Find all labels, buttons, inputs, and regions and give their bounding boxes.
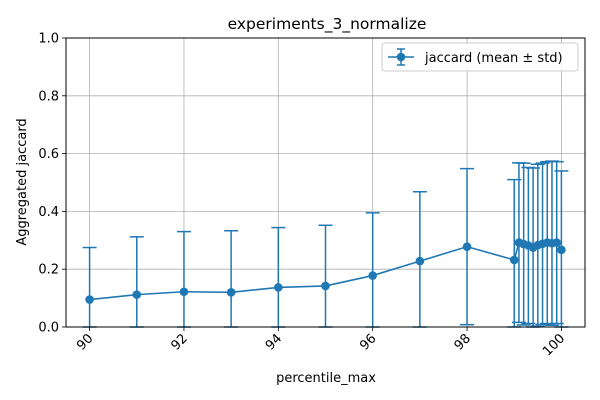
legend-label: jaccard (mean ± std) xyxy=(424,51,563,66)
y-tick-label: 0.4 xyxy=(38,205,59,220)
data-point xyxy=(226,288,236,297)
data-point xyxy=(415,256,425,266)
y-axis-label: Aggregated jaccard xyxy=(15,118,30,245)
chart-title: experiments_3_normalize xyxy=(228,15,427,34)
x-axis-label: percentile_max xyxy=(276,371,376,386)
y-tick-label: 0.6 xyxy=(38,147,59,162)
y-tick-label: 0.8 xyxy=(38,89,59,104)
data-point xyxy=(462,242,472,251)
data-point xyxy=(274,283,283,292)
y-tick-label: 0.2 xyxy=(38,263,59,278)
legend-frame xyxy=(381,42,579,72)
data-point xyxy=(321,281,330,291)
legend-point xyxy=(396,52,406,62)
data-point xyxy=(368,271,377,280)
legend: jaccard (mean ± std) xyxy=(381,42,579,72)
data-point xyxy=(179,287,189,297)
data-point xyxy=(132,290,142,299)
plot-frame xyxy=(65,37,586,328)
data-point xyxy=(552,238,561,247)
data-point xyxy=(509,255,519,265)
y-tick-label: 0.0 xyxy=(38,321,59,336)
data-point xyxy=(85,295,94,304)
y-tick-label: 1.0 xyxy=(38,32,59,47)
data-point xyxy=(557,245,566,255)
legend-marker xyxy=(388,48,414,66)
